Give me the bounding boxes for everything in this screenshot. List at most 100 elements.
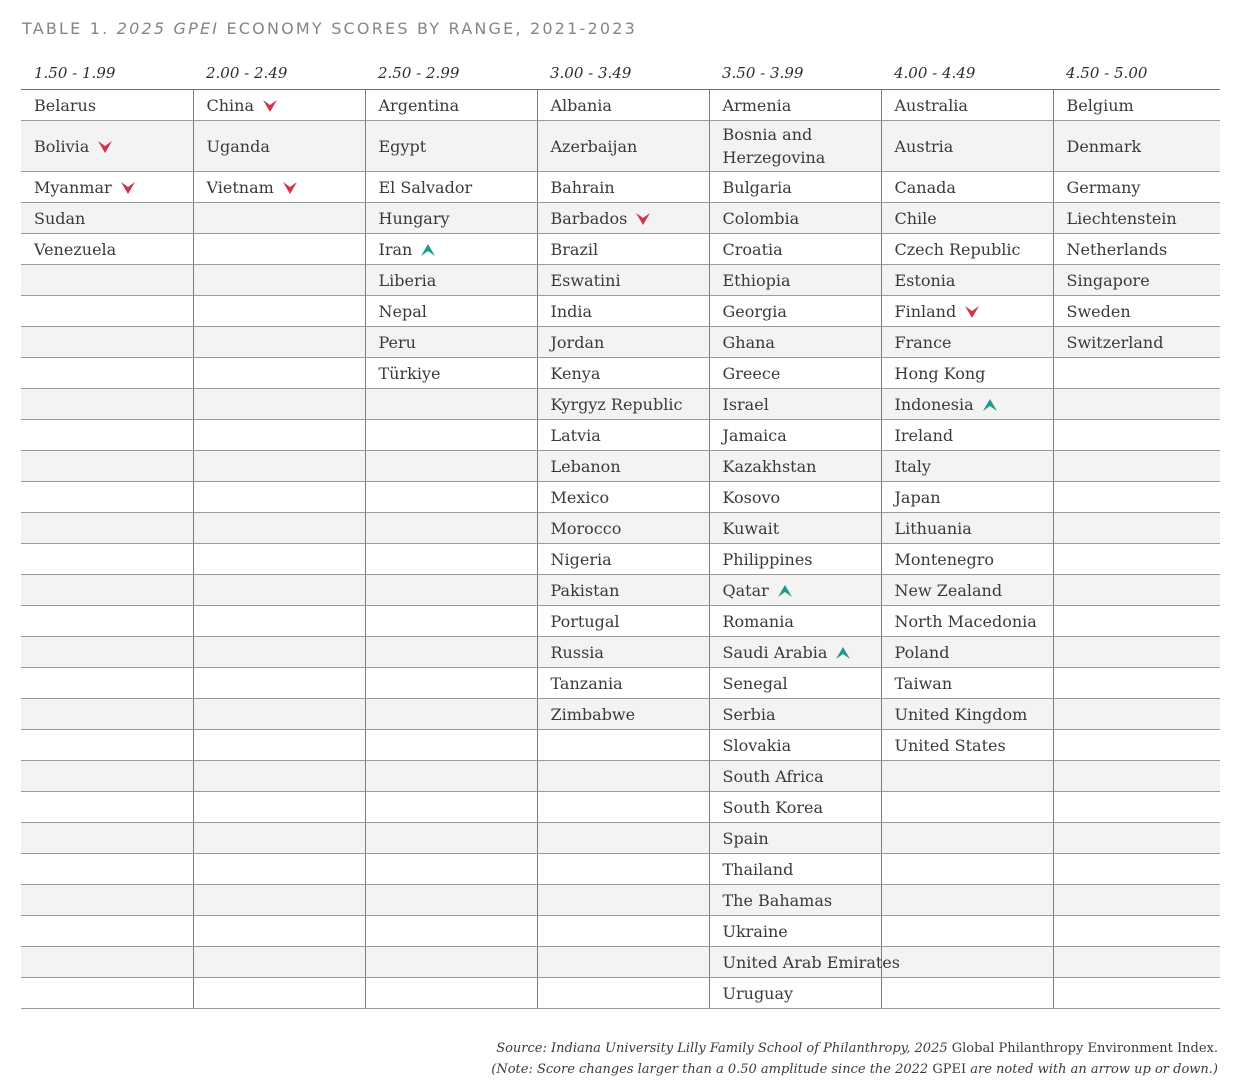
table-cell [1052, 605, 1220, 637]
country-name: Romania [722, 611, 794, 631]
country-name: Sudan [34, 208, 86, 228]
table-cell [21, 357, 193, 389]
table-cell [192, 450, 365, 482]
up-arrow-icon [420, 243, 436, 257]
country-name: Czech Republic [894, 239, 1021, 259]
country-name: Nigeria [550, 549, 612, 569]
country-name: Belarus [34, 95, 97, 115]
table-cell: Israel [708, 388, 881, 420]
note-prefix: (Note: Score changes larger than a 0.50 … [491, 1062, 933, 1077]
table-row: Liberia Eswatini Ethiopia Estonia Singapore [21, 264, 1220, 296]
table-cell [536, 729, 709, 761]
table-cell: Austria [880, 120, 1053, 172]
down-arrow-icon [964, 305, 980, 319]
table-cell [192, 202, 365, 234]
table-cell [21, 760, 193, 792]
table-cell: Ethiopia [708, 264, 881, 296]
country-name: Peru [378, 332, 416, 352]
table-title: TABLE 1. 2025 GPEI ECONOMY SCORES BY RAN… [22, 19, 637, 38]
table-cell [192, 605, 365, 637]
country-name: Eswatini [550, 270, 621, 290]
table-cell [1052, 388, 1220, 420]
table-cell: Eswatini [536, 264, 709, 296]
up-arrow-icon [777, 584, 793, 598]
table-row: Spain [21, 822, 1220, 854]
country-name: Azerbaijan [550, 136, 638, 156]
table-cell: Latvia [536, 419, 709, 451]
country-name: Hungary [378, 208, 450, 228]
country-name: Thailand [722, 859, 794, 879]
table-cell [1052, 760, 1220, 792]
table-cell: Denmark [1052, 120, 1220, 172]
country-name: Latvia [550, 425, 601, 445]
table-cell: The Bahamas [708, 884, 881, 916]
column-header: 1.50 - 1.99 [21, 57, 193, 90]
table-cell: Estonia [880, 264, 1053, 296]
table-cell [1052, 667, 1220, 699]
table-cell: Serbia [708, 698, 881, 730]
table-cell [364, 822, 537, 854]
table-cell: Belgium [1052, 89, 1220, 121]
country-name: Japan [894, 487, 941, 507]
table-row: Tanzania Senegal Taiwan [21, 667, 1220, 699]
country-name: Switzerland [1066, 332, 1164, 352]
country-name: Georgia [722, 301, 787, 321]
table-cell [1052, 915, 1220, 947]
table-cell: Australia [880, 89, 1053, 121]
table-cell [364, 450, 537, 482]
table-cell [880, 760, 1053, 792]
country-name: Ukraine [722, 921, 788, 941]
table-row: Venezuela Iran Brazil Croatia Czech Republic… [21, 233, 1220, 265]
table-cell [21, 791, 193, 823]
table-cell [536, 884, 709, 916]
title-suffix: ECONOMY SCORES BY RANGE, 2021-2023 [219, 19, 638, 38]
table-cell [192, 698, 365, 730]
table-cell: Kazakhstan [708, 450, 881, 482]
table-cell [192, 884, 365, 916]
table-cell [21, 512, 193, 544]
table-cell [1052, 357, 1220, 389]
table-cell: Egypt [364, 120, 537, 172]
note-line: (Note: Score changes larger than a 0.50 … [491, 1059, 1218, 1080]
column-header: 4.00 - 4.49 [881, 57, 1053, 90]
table-cell: Romania [708, 605, 881, 637]
source-prefix: Source: Indiana University Lilly Family … [496, 1041, 952, 1056]
country-name: Colombia [722, 208, 800, 228]
country-name: Chile [894, 208, 937, 228]
table-cell: Lithuania [880, 512, 1053, 544]
table-cell: Kenya [536, 357, 709, 389]
down-arrow-icon [635, 212, 651, 226]
down-arrow-icon [97, 140, 113, 154]
table-cell: Türkiye [364, 357, 537, 389]
table-cell: Jamaica [708, 419, 881, 451]
title-prefix: TABLE 1. [22, 19, 117, 38]
table-cell [364, 853, 537, 885]
country-name: Vietnam [206, 177, 274, 197]
table-cell: Liechtenstein [1052, 202, 1220, 234]
table-cell [364, 388, 537, 420]
table-cell [192, 295, 365, 327]
country-name: Austria [894, 136, 954, 156]
table-cell [21, 450, 193, 482]
table-cell [192, 977, 365, 1009]
column-header: 4.50 - 5.00 [1053, 57, 1220, 90]
country-name: Qatar [722, 580, 769, 600]
country-name: Ghana [722, 332, 775, 352]
title-italic: 2025 GPEI [116, 19, 220, 38]
table-cell: Armenia [708, 89, 881, 121]
country-name: Albania [550, 95, 612, 115]
table-cell [880, 884, 1053, 916]
table-cell [536, 853, 709, 885]
table-cell [1052, 822, 1220, 854]
table-cell [21, 946, 193, 978]
table-row: Morocco Kuwait Lithuania [21, 512, 1220, 544]
table-cell: Bahrain [536, 171, 709, 203]
table-cell [364, 574, 537, 606]
country-name: Lebanon [550, 456, 621, 476]
country-name: North Macedonia [894, 611, 1037, 631]
table-cell [192, 233, 365, 265]
table-cell [1052, 729, 1220, 761]
down-arrow-icon [262, 99, 278, 113]
economy-scores-table: 1.50 - 1.99 2.00 - 2.49 2.50 - 2.99 3.00… [21, 57, 1220, 1009]
country-name: Bolivia [34, 136, 90, 156]
